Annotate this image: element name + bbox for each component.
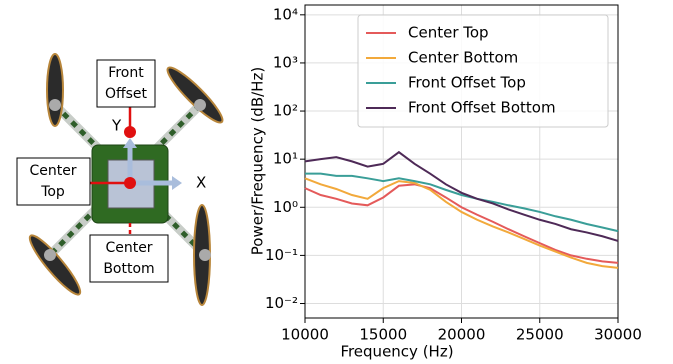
x-tick-label: 25000 xyxy=(516,326,564,344)
x-axis-title: Frequency (Hz) xyxy=(340,343,453,361)
y-tick-label: 10⁰ xyxy=(273,198,298,216)
y-arrow-head xyxy=(123,138,137,148)
x-arrow-head xyxy=(172,176,182,190)
motor xyxy=(199,249,211,261)
propeller xyxy=(28,234,82,296)
label: Offset xyxy=(105,86,148,102)
drone-diagram: X Y Front Offset Center Top Center Botto… xyxy=(16,53,224,306)
legend-label: Front Offset Bottom xyxy=(408,99,556,117)
x-tick-label: 15000 xyxy=(359,326,407,344)
legend-label: Center Bottom xyxy=(408,49,518,67)
label-box xyxy=(16,157,91,206)
y-tick-label: 10⁻¹ xyxy=(265,246,298,264)
label: Center xyxy=(29,163,76,179)
motor xyxy=(194,99,206,111)
y-label: Y xyxy=(111,117,122,135)
x-label: X xyxy=(196,174,206,192)
x-tick-label: 30000 xyxy=(594,326,642,344)
x-tick-label: 20000 xyxy=(438,326,486,344)
label: Bottom xyxy=(103,261,154,277)
y-tick-label: 10³ xyxy=(273,53,298,71)
mic-dot xyxy=(124,126,136,138)
label-box xyxy=(96,59,156,108)
label: Top xyxy=(40,184,65,200)
legend-box xyxy=(357,14,609,128)
y-tick-label: 10⁻² xyxy=(265,294,298,312)
label: Front xyxy=(108,65,144,81)
series-line xyxy=(304,183,619,264)
motor xyxy=(44,249,56,261)
label: Center xyxy=(105,240,152,256)
y-tick-label: 10² xyxy=(273,102,298,120)
label-box xyxy=(89,234,169,283)
series-line xyxy=(304,150,619,242)
propeller xyxy=(166,66,224,124)
motor xyxy=(49,99,61,111)
mic-dot xyxy=(124,177,136,189)
plot-frame xyxy=(304,4,619,319)
legend-label: Center Top xyxy=(408,24,489,42)
series-line xyxy=(305,172,619,233)
series-line xyxy=(304,177,619,269)
propeller xyxy=(46,53,64,127)
y-axis-title: Power/Frequency (dB/Hz) xyxy=(249,67,267,255)
legend-label: Front Offset Top xyxy=(408,74,526,92)
y-tick-label: 10⁴ xyxy=(273,5,298,23)
x-tick-label: 10000 xyxy=(281,326,329,344)
y-tick-label: 10¹ xyxy=(273,150,298,168)
psd-chart: Frequency (Hz) Power/Frequency (dB/Hz) 1… xyxy=(249,4,642,361)
